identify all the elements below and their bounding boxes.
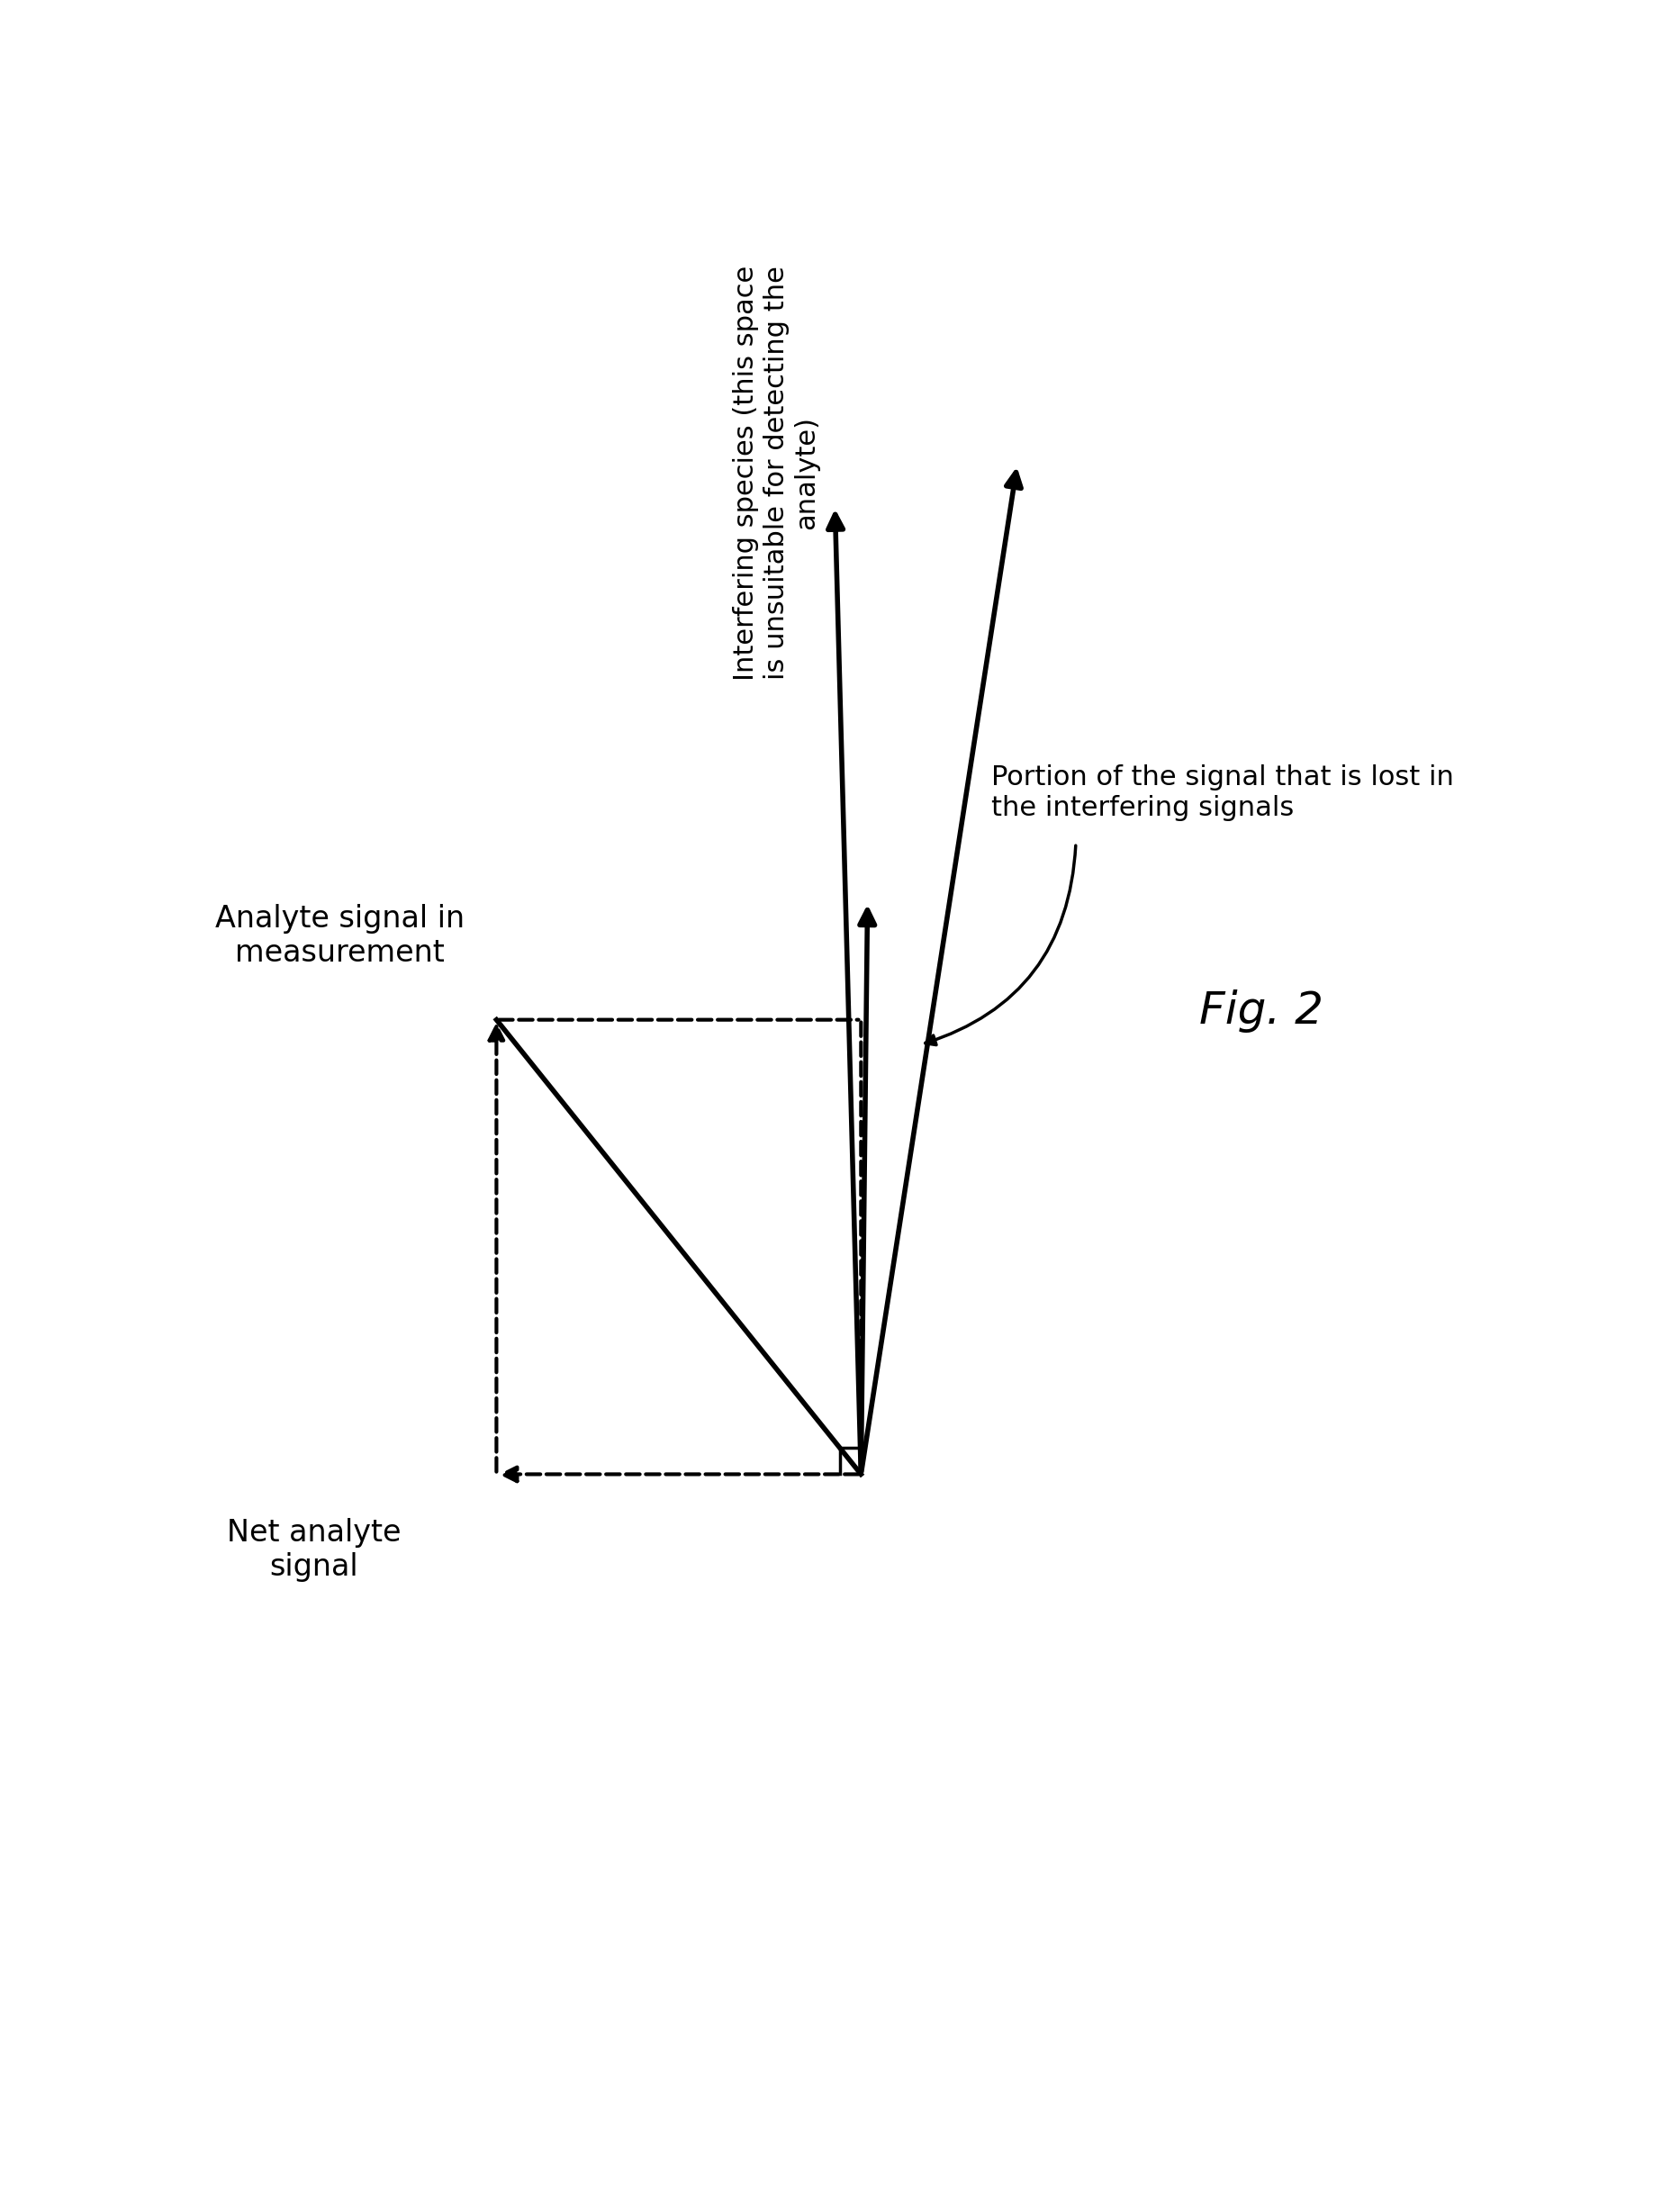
Text: Net analyte
signal: Net analyte signal	[227, 1517, 402, 1583]
FancyArrowPatch shape	[926, 846, 1075, 1045]
Text: Interfering species (this space
is unsuitable for detecting the
analyte): Interfering species (this space is unsui…	[732, 265, 820, 680]
Text: Fig. 2: Fig. 2	[1200, 990, 1324, 1034]
Text: Portion of the signal that is lost in
the interfering signals: Portion of the signal that is lost in th…	[991, 765, 1453, 820]
Text: Analyte signal in
measurement: Analyte signal in measurement	[215, 903, 465, 968]
